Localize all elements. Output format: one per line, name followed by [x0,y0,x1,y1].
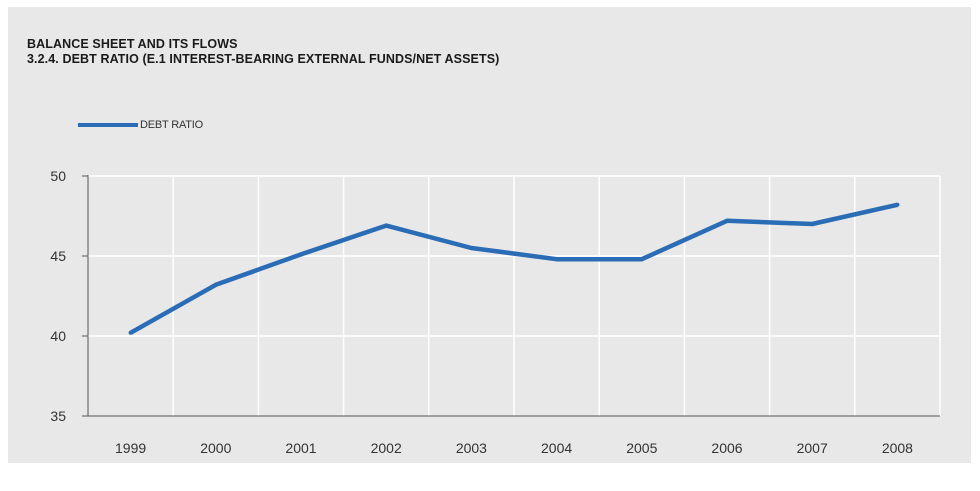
chart-panel [8,7,971,463]
y-tick-label: 50 [50,168,66,184]
data-point [554,257,559,262]
axes [82,175,940,417]
data-point [469,246,474,250]
y-tick-label: 45 [50,248,66,264]
legend: DEBT RATIO [78,119,203,131]
x-tick-label: 2004 [541,440,572,456]
chart-subtitle: 3.2.4. DEBT RATIO (E.1 INTEREST-BEARING … [27,52,500,66]
data-point [384,223,389,228]
x-tick-label: 2001 [285,440,316,456]
x-tick-label: 2000 [200,440,231,456]
x-tick-labels: 1999 2000 2001 2002 2003 2004 2005 2006 2007 2008 [115,440,913,456]
y-tick-label: 35 [50,408,66,424]
x-tick-label: 2005 [626,440,657,456]
chart-title: BALANCE SHEET AND ITS FLOWS [27,37,238,51]
series-line-debt-ratio [129,202,898,335]
legend-swatch-debt-ratio [78,123,138,127]
x-tick-label: 1999 [115,440,146,456]
x-tick-label: 2002 [371,440,402,456]
data-point [810,222,815,226]
data-point [895,202,900,207]
data-point [725,218,729,223]
data-point [213,282,218,287]
x-tick-label: 2006 [711,440,742,456]
data-point [639,257,644,262]
gridlines [88,175,941,416]
data-point [299,252,303,257]
x-tick-label: 2008 [882,440,913,456]
x-tick-label: 2003 [456,440,487,456]
data-point [128,330,133,335]
series [128,202,900,335]
y-tick-labels: 35 40 45 50 [50,168,66,424]
x-tick-label: 2007 [797,440,828,456]
y-tick-label: 40 [50,328,66,344]
legend-label-debt-ratio: DEBT RATIO [140,119,203,131]
